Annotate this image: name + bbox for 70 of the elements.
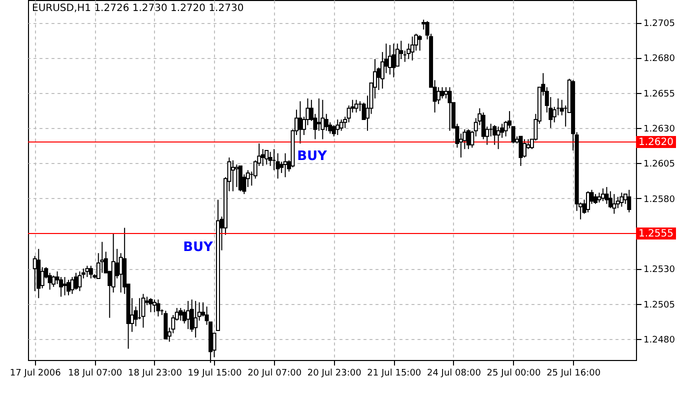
candlestick	[448, 86, 452, 132]
candlestick	[522, 138, 526, 158]
candlestick	[492, 124, 497, 146]
x-tick-label: 24 Jul 08:00	[426, 368, 482, 378]
x-tick-label: 25 Jul 16:00	[546, 368, 601, 378]
y-tick-label: 1.2530	[644, 265, 676, 276]
candlestick	[141, 293, 146, 328]
y-tick-label: 1.2680	[644, 54, 676, 64]
candlestick	[600, 188, 605, 202]
candlestick	[283, 152, 288, 178]
x-tick-label: 18 Jul 07:00	[68, 368, 122, 378]
candlestick	[70, 276, 74, 294]
candlestick	[268, 151, 272, 166]
y-tick-label: 1.2630	[644, 124, 676, 134]
candlestick	[88, 265, 93, 279]
chart-title: EURUSD,H1 1.2726 1.2730 1.2720 1.2730	[32, 3, 244, 14]
candlestick	[85, 265, 90, 278]
x-tick-label: 20 Jul 23:00	[307, 368, 362, 378]
y-tick-label: 1.2655	[644, 89, 675, 100]
candlestick	[320, 99, 325, 140]
y-tick-label: 1.2505	[644, 300, 675, 310]
candlestick	[436, 86, 441, 105]
annotation: BUY	[183, 240, 214, 255]
candlestick	[152, 299, 156, 313]
candlestick	[186, 300, 190, 330]
candlestick	[264, 150, 269, 166]
candlestick	[276, 152, 280, 180]
candlestick	[440, 86, 444, 99]
y-tick-label: 1.2605	[644, 160, 675, 170]
candlestick	[238, 165, 242, 192]
candlestick	[339, 119, 344, 132]
candlestick	[627, 189, 632, 213]
candlestick	[194, 300, 198, 338]
candlestick	[298, 100, 302, 144]
candlestick	[66, 279, 71, 296]
x-tick-label: 17 Jul 2006	[10, 368, 62, 378]
candlestick	[336, 119, 340, 136]
candlestick	[518, 136, 523, 166]
candlestick	[316, 98, 321, 132]
candlestick	[178, 307, 183, 322]
candlestick	[620, 192, 624, 208]
candlestick	[78, 270, 82, 292]
candlestick	[234, 164, 239, 188]
y-tick-label: 1.2580	[644, 194, 676, 205]
x-tick-label: 20 Jul 07:00	[248, 368, 302, 378]
candlestick	[604, 186, 609, 204]
candlestick	[496, 126, 500, 150]
candlestick	[586, 190, 590, 213]
y-tick-label: 1.2705	[644, 19, 675, 29]
candlestick	[156, 299, 160, 317]
candlestick	[62, 276, 67, 296]
candlestick	[418, 34, 422, 52]
ref-line-label: 1.2620	[638, 137, 674, 148]
candlestick	[597, 192, 602, 203]
candlestick	[148, 298, 153, 313]
x-tick-label: 21 Jul 15:00	[367, 368, 422, 378]
x-tick-label: 18 Jul 23:00	[128, 368, 182, 378]
x-tick-label: 19 Jul 15:00	[188, 368, 242, 378]
y-tick-label: 1.2480	[644, 335, 676, 346]
annotation: BUY	[297, 149, 328, 164]
candlestick	[392, 43, 396, 78]
ref-line-label: 1.2555	[638, 228, 674, 240]
candlestick	[324, 113, 328, 132]
x-tick-label: 25 Jul 00:00	[486, 368, 542, 378]
candlestick	[612, 194, 616, 214]
candlestick	[410, 36, 414, 61]
candlestick	[74, 272, 78, 290]
candlestick	[52, 275, 56, 288]
candlestick	[354, 99, 358, 113]
candlestick	[593, 194, 598, 204]
